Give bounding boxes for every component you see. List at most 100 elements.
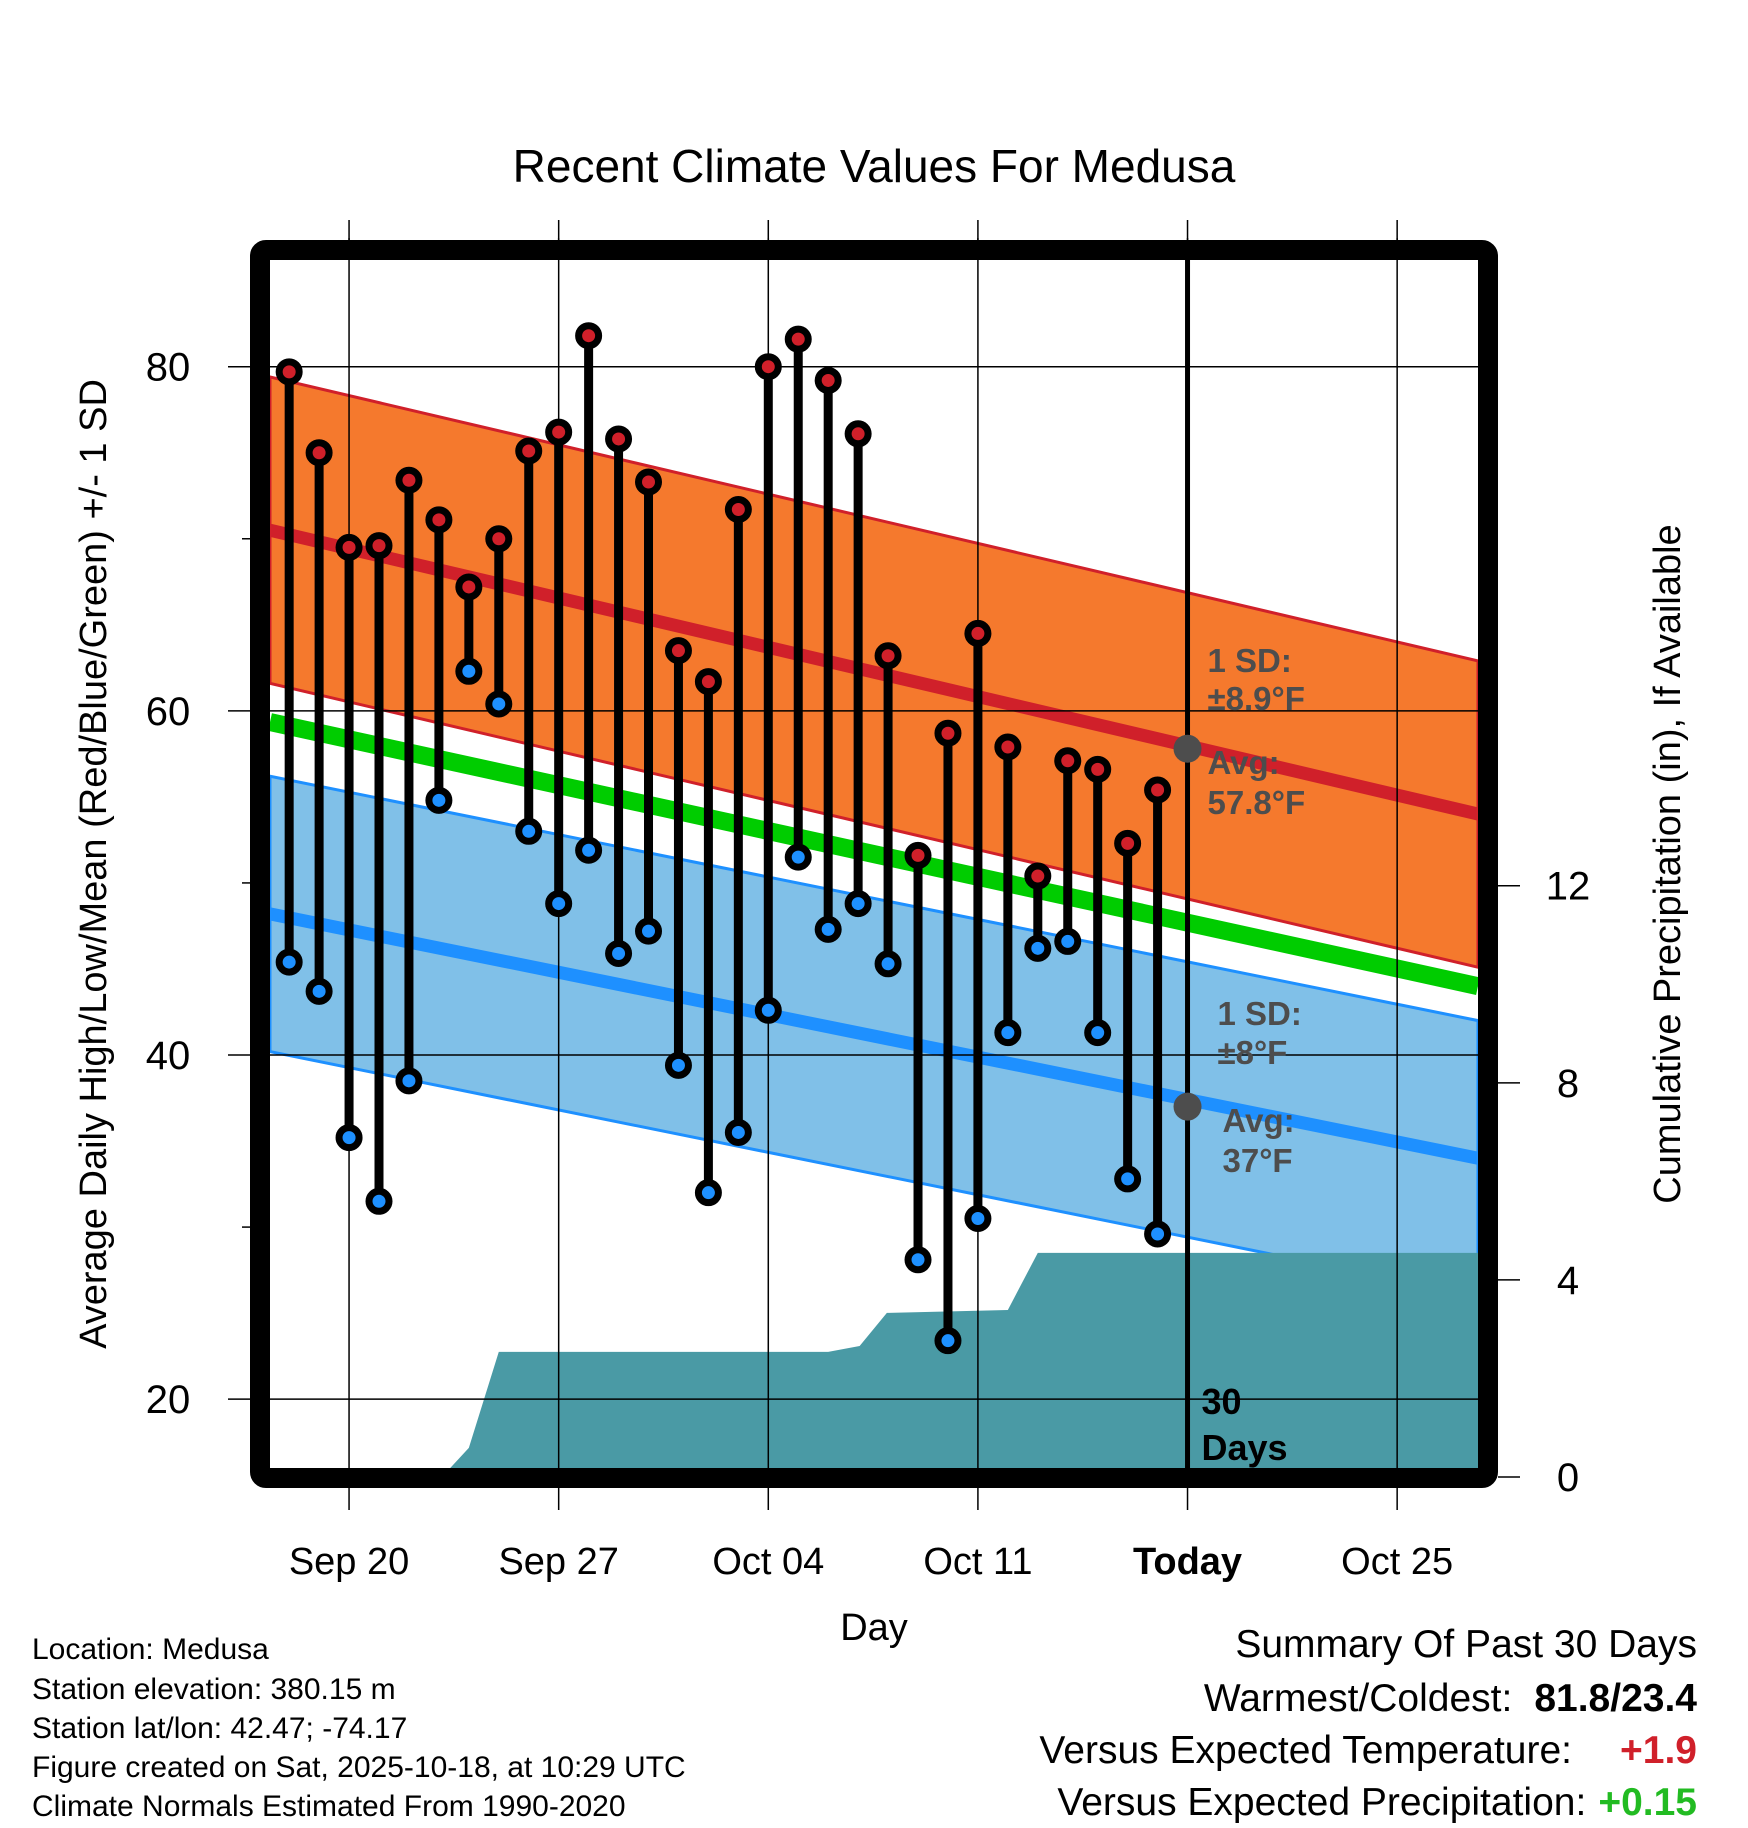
y-tick-label: 20 <box>146 1378 191 1422</box>
summary-temp: Versus Expected Temperature: +1.9 <box>1039 1729 1697 1772</box>
x-tick-label: Sep 20 <box>289 1541 409 1583</box>
low-point <box>1054 927 1082 955</box>
high-point <box>874 642 902 670</box>
x-axis-label: Day <box>840 1607 908 1649</box>
y2-axis-label: Cumulative Precipitation (in), If Availa… <box>1647 524 1689 1203</box>
low-point <box>635 917 663 945</box>
summary-precip: Versus Expected Precipitation: +0.15 <box>1057 1781 1697 1824</box>
high-sd-label: 1 SD: <box>1208 642 1292 679</box>
footer-latlon: Station lat/lon: 42.47; -74.17 <box>32 1712 407 1745</box>
x-tick-label: Today <box>1133 1541 1242 1583</box>
high-point <box>395 466 423 494</box>
low-point <box>754 996 782 1024</box>
high-point <box>1084 755 1112 783</box>
summary-temp-label: Versus Expected Temperature: <box>1039 1729 1572 1772</box>
y-tick-label: 80 <box>146 346 191 390</box>
low-point <box>485 690 513 718</box>
high-point <box>1114 829 1142 857</box>
y2-tick-label: 8 <box>1557 1062 1579 1106</box>
footer-elevation: Station elevation: 380.15 m <box>32 1673 396 1706</box>
high-point <box>754 353 782 381</box>
low-point <box>724 1118 752 1146</box>
today-low-avg-marker <box>1173 1092 1202 1121</box>
low-point <box>964 1204 992 1232</box>
y-tick-label: 40 <box>146 1034 191 1078</box>
high-point <box>365 532 393 560</box>
chart-title: Recent Climate Values For Medusa <box>513 140 1236 192</box>
normal-low-line <box>270 907 1478 1165</box>
footer-info: Location: Medusa Station elevation: 380.… <box>32 1633 686 1823</box>
summary-precip-label: Versus Expected Precipitation: <box>1057 1781 1586 1824</box>
low-point <box>455 657 483 685</box>
low-point <box>934 1327 962 1355</box>
high-point <box>814 366 842 394</box>
high-avg-label: Avg: <box>1208 744 1280 781</box>
y2-tick-label: 12 <box>1546 865 1591 909</box>
low-point <box>874 950 902 978</box>
high-point <box>485 525 513 553</box>
low-point <box>1144 1220 1172 1248</box>
low-point <box>904 1246 932 1274</box>
high-sd-value: ±8.9°F <box>1208 680 1305 717</box>
footer-normals: Climate Normals Estimated From 1990-2020 <box>32 1790 626 1823</box>
today-high-avg-marker <box>1173 734 1202 763</box>
summary-temp-value: +1.9 <box>1620 1729 1697 1772</box>
high-point <box>1024 862 1052 890</box>
y2-tick-label: 0 <box>1557 1456 1579 1500</box>
low-avg-value: 37°F <box>1223 1142 1293 1179</box>
low-point <box>575 836 603 864</box>
high-point <box>934 719 962 747</box>
high-point <box>275 358 303 386</box>
y-tick-label: 60 <box>146 690 191 734</box>
high-point <box>664 637 692 665</box>
high-point <box>694 668 722 696</box>
precipitation-area <box>450 1252 1478 1468</box>
low-point <box>784 843 812 871</box>
low-point <box>425 786 453 814</box>
summary-panel: Summary Of Past 30 Days Warmest/Coldest:… <box>1039 1623 1697 1824</box>
high-point <box>904 841 932 869</box>
low-point <box>275 948 303 976</box>
high-point <box>515 437 543 465</box>
window-days-label: Days <box>1202 1427 1288 1468</box>
high-point <box>1054 747 1082 775</box>
low-point <box>664 1051 692 1079</box>
high-avg-value: 57.8°F <box>1208 784 1306 821</box>
summary-warm-cold-value: 81.8/23.4 <box>1534 1677 1697 1720</box>
plot-frame <box>250 240 1498 1488</box>
high-point <box>425 506 453 534</box>
low-point <box>365 1187 393 1215</box>
low-point <box>994 1019 1022 1047</box>
low-point <box>515 817 543 845</box>
low-point <box>395 1067 423 1095</box>
low-sd-value: ±8°F <box>1218 1034 1288 1071</box>
x-tick-label: Oct 04 <box>712 1541 824 1583</box>
low-point <box>844 890 872 918</box>
low-point <box>605 939 633 967</box>
low-point <box>545 890 573 918</box>
high-point <box>724 496 752 524</box>
low-point <box>305 977 333 1005</box>
high-point <box>455 573 483 601</box>
high-point <box>1144 776 1172 804</box>
footer-created: Figure created on Sat, 2025-10-18, at 10… <box>32 1751 686 1784</box>
summary-precip-value: +0.15 <box>1598 1781 1697 1824</box>
low-point <box>694 1179 722 1207</box>
x-tick-label: Sep 27 <box>498 1541 618 1583</box>
x-tick-label: Oct 11 <box>923 1541 1032 1583</box>
summary-warm-cold: Warmest/Coldest: 81.8/23.4 <box>1204 1677 1697 1720</box>
y2-tick-label: 4 <box>1557 1259 1579 1303</box>
high-point <box>964 619 992 647</box>
high-point <box>545 418 573 446</box>
high-point <box>335 533 363 561</box>
y-axis-label: Average Daily High/Low/Mean (Red/Blue/Gr… <box>73 379 115 1349</box>
footer-location: Location: Medusa <box>32 1633 269 1666</box>
high-point <box>844 420 872 448</box>
high-point <box>784 325 812 353</box>
low-avg-label: Avg: <box>1223 1102 1295 1139</box>
low-point <box>814 915 842 943</box>
low-point <box>1024 934 1052 962</box>
high-point <box>605 425 633 453</box>
